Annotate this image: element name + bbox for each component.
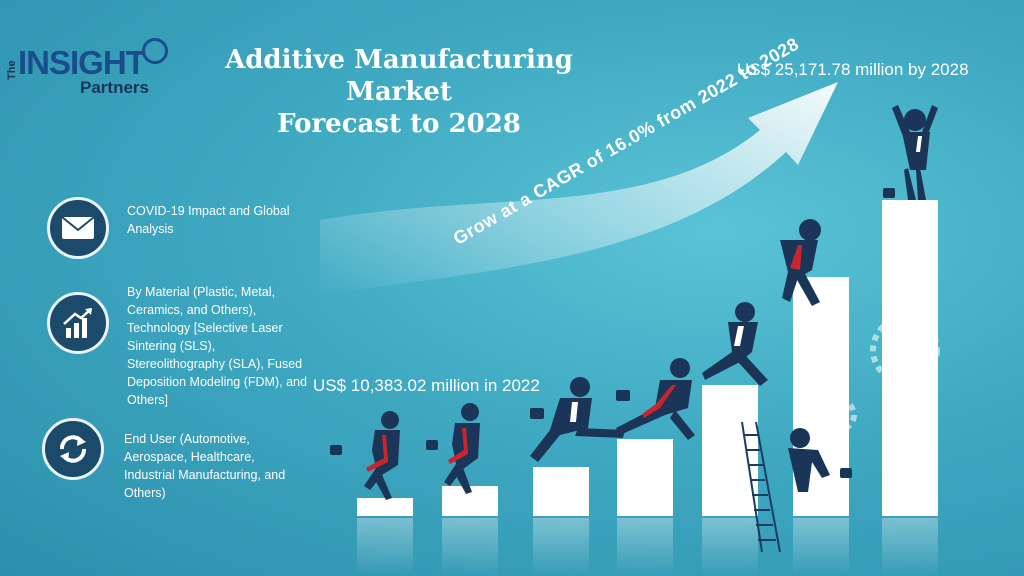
segment-end-user: End User (Automotive, Aerospace, Healthc…	[124, 432, 286, 500]
segment-material: By Material (Plastic, Metal, Ceramics, a…	[127, 285, 307, 407]
logo-the: The	[6, 60, 18, 80]
title-line-2: Forecast to 2028	[277, 109, 521, 139]
bar-reflection	[793, 518, 849, 576]
segment-covid: COVID-19 Impact and Global Analysis	[127, 204, 290, 236]
title-line-1: Additive Manufacturing Market	[225, 45, 573, 107]
gears-icon	[793, 315, 940, 432]
logo-magnifier-icon	[142, 38, 168, 64]
insight-partners-logo: The INSIGHT Partners	[6, 38, 176, 100]
bar-4	[617, 439, 673, 516]
bar-reflection	[357, 518, 413, 576]
end-value: US$ 25,171.78 million by 2028	[737, 60, 969, 79]
bar-reflection	[702, 518, 758, 576]
business-people-illustration	[330, 105, 938, 500]
bar-reflection	[442, 518, 498, 576]
bar-1	[357, 498, 413, 516]
recycle-arrows-icon	[42, 418, 104, 480]
growth-chart-icon	[47, 292, 109, 354]
logo-partners: Partners	[80, 78, 149, 97]
start-value: US$ 10,383.02 million in 2022	[313, 376, 540, 395]
growth-arrow	[320, 82, 838, 295]
bar-3	[533, 467, 589, 516]
ladder	[741, 421, 781, 553]
bar-reflection	[617, 518, 673, 576]
envelope-icon	[47, 197, 109, 259]
bar-7	[882, 200, 938, 516]
logo-insight: INSIGHT	[18, 44, 146, 81]
bar-reflection	[882, 518, 938, 576]
page-title: Additive Manufacturing Market Forecast t…	[180, 44, 618, 140]
bar-reflection	[533, 518, 589, 576]
